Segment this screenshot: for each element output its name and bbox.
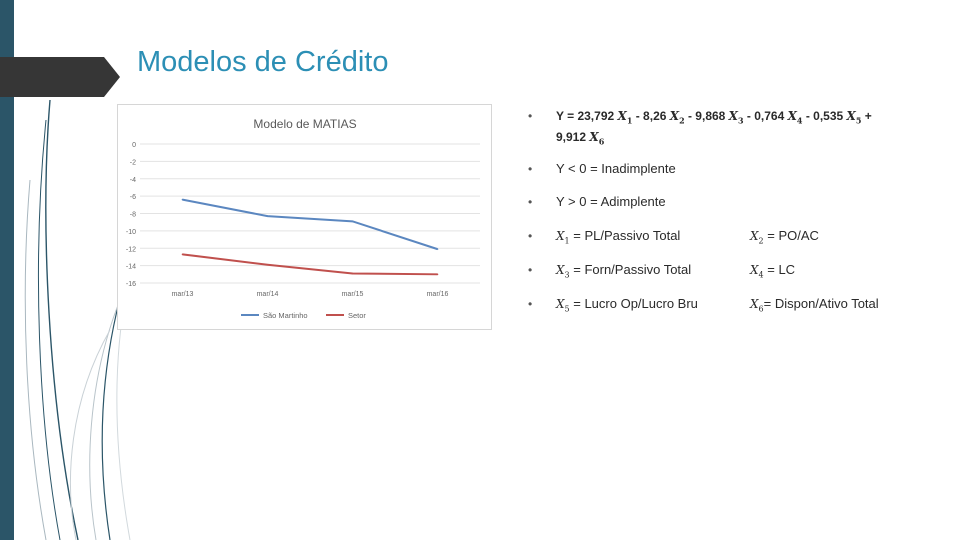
formula-part: - 9,868 — [684, 109, 729, 123]
formula-var: X3 — [728, 109, 744, 126]
formula-var: X1 — [617, 109, 633, 126]
formula-part: - 0,764 — [743, 109, 788, 123]
definition-right: X4 = LC — [750, 262, 796, 280]
formula-part: + — [861, 109, 872, 123]
formula-part: - 0,535 — [802, 109, 847, 123]
bullet-marker: • — [528, 229, 533, 243]
y-tick-label: -6 — [130, 194, 136, 201]
y-tick-label: -10 — [126, 229, 136, 236]
formula-var: X4 — [787, 109, 803, 126]
data-point — [181, 253, 184, 256]
data-point — [266, 263, 269, 266]
formula-var: X6 — [589, 130, 605, 147]
data-point — [351, 272, 354, 275]
formula-var: X5 — [846, 109, 862, 126]
formula-text: Y = 23,792 X1 - 8,26 X2 - 9,868 X3 - 0,7… — [556, 108, 872, 151]
bullet-marker: • — [528, 297, 533, 311]
y-tick-label: -2 — [130, 159, 136, 166]
formula-part: Y = 23,792 — [556, 109, 618, 123]
legend-label: São Martinho — [263, 311, 308, 320]
y-tick-label: -8 — [130, 212, 136, 219]
data-point — [181, 198, 184, 201]
y-tick-label: -14 — [126, 264, 136, 271]
bullet-marker: • — [528, 263, 533, 277]
x-tick-label: mar/15 — [342, 291, 364, 298]
formula-part: - 8,26 — [632, 109, 670, 123]
definition-right: X6= Dispon/Ativo Total — [750, 296, 879, 314]
slide-title: Modelos de Crédito — [137, 46, 389, 78]
rule-negative-text: Y < 0 = Inadimplente — [556, 161, 676, 176]
series-line — [182, 198, 438, 251]
chart-container: Modelo de MATIAS 0 -2 -4 -6 -8 -10 -12 -14 -16 m… — [117, 104, 492, 330]
x-tick-label: mar/13 — [172, 291, 194, 298]
definition-left: X1 = PL/Passivo Total — [556, 228, 681, 246]
formula-var: X2 — [669, 109, 685, 126]
y-tick-label: 0 — [132, 142, 136, 149]
definition-left: X3 = Forn/Passivo Total — [556, 262, 692, 280]
bullet-marker: • — [528, 162, 533, 176]
data-point — [351, 220, 354, 223]
x-tick-label: mar/16 — [427, 291, 449, 298]
left-accent-bar — [0, 0, 14, 540]
y-tick-label: -4 — [130, 177, 136, 184]
formula-part: 9,912 — [556, 130, 590, 145]
legend-label: Setor — [348, 311, 366, 320]
bullet-marker: • — [528, 195, 533, 209]
series-line — [182, 253, 438, 276]
data-point — [436, 273, 439, 276]
x-tick-label: mar/14 — [257, 291, 279, 298]
y-tick-label: -16 — [126, 281, 136, 288]
rule-positive-text: Y > 0 = Adimplente — [556, 194, 666, 209]
decorative-curves — [24, 99, 140, 540]
chart-title: Modelo de MATIAS — [253, 117, 356, 131]
data-point — [266, 215, 269, 217]
definition-right: X2 = PO/AC — [750, 228, 819, 246]
y-tick-label: -12 — [126, 246, 136, 253]
data-point — [436, 248, 439, 250]
chart-svg: Modelo de MATIAS 0 -2 -4 -6 -8 -10 -12 -14 -16 m… — [126, 117, 480, 320]
bullet-marker: • — [528, 109, 533, 123]
definition-left: X5 = Lucro Op/Lucro Bru — [556, 296, 698, 314]
title-tab-shape — [0, 57, 120, 97]
